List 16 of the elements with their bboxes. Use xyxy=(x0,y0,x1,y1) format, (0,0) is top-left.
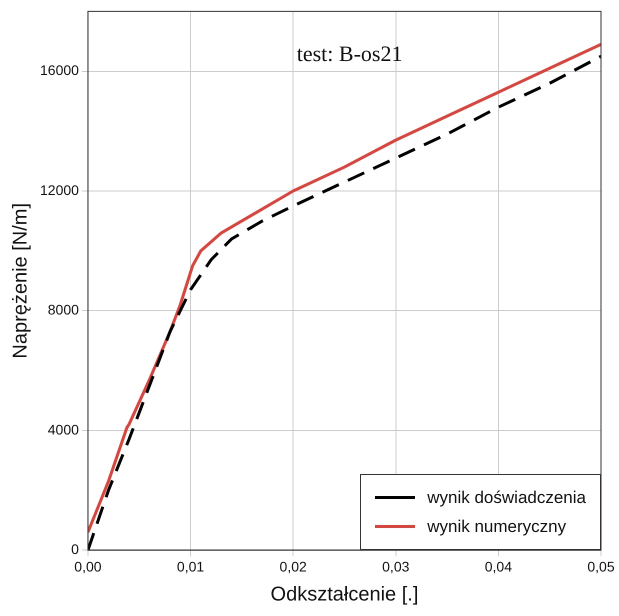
x-tick-label: 0,02 xyxy=(280,558,307,574)
annotation: test: B-os21 xyxy=(296,41,402,68)
y-tick-label: 12000 xyxy=(40,182,80,198)
x-axis-title: Odkształcenie [.] xyxy=(270,584,418,606)
y-tick-label: 16000 xyxy=(40,62,80,78)
legend-label: wynik doświadczenia xyxy=(427,488,586,508)
legend-label: wynik numeryczny xyxy=(427,516,566,537)
y-tick-label: 4000 xyxy=(48,421,80,438)
x-tick-label: 0,04 xyxy=(484,558,512,574)
y-axis-title: Naprężenie [N/m] xyxy=(10,202,32,359)
x-tick-label: 0,01 xyxy=(176,558,204,574)
x-tick-label: 0,05 xyxy=(587,558,615,574)
y-tick-label: 0 xyxy=(71,541,80,558)
x-tick-label: 0,03 xyxy=(382,558,410,574)
x-tick-label: 0,00 xyxy=(74,558,102,574)
y-tick-label: 8000 xyxy=(48,302,80,318)
